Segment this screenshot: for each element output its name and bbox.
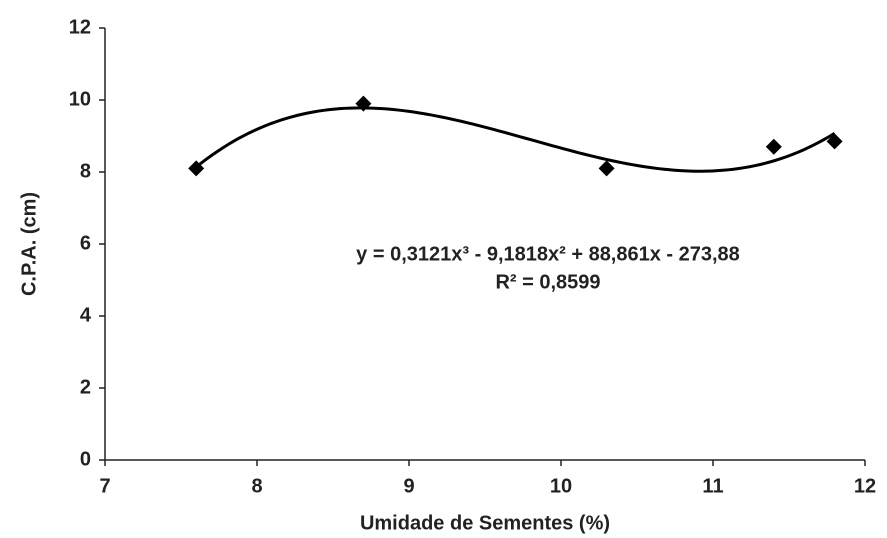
x-tick-label: 9 xyxy=(403,475,414,497)
y-tick-label: 2 xyxy=(80,376,91,398)
x-tick-label: 10 xyxy=(550,475,572,497)
y-tick-label: 4 xyxy=(80,304,92,326)
y-axis-title: C.P.A. (cm) xyxy=(18,192,40,296)
data-point xyxy=(188,160,205,177)
r-squared: R² = 0,8599 xyxy=(495,271,600,293)
x-tick-label: 11 xyxy=(702,475,723,497)
x-tick-label: 8 xyxy=(251,475,262,497)
x-tick-label: 12 xyxy=(854,475,876,497)
data-point xyxy=(598,160,615,177)
x-axis-title: Umidade de Sementes (%) xyxy=(360,512,610,534)
data-point xyxy=(826,133,843,150)
y-tick-label: 0 xyxy=(80,448,91,470)
x-tick-label: 7 xyxy=(99,475,110,497)
data-point xyxy=(355,95,372,112)
trendline xyxy=(195,106,836,173)
trendline-equation: y = 0,3121x³ - 9,1818x² + 88,861x - 273,… xyxy=(356,243,740,265)
y-tick-label: 10 xyxy=(69,88,91,110)
y-tick-label: 6 xyxy=(80,232,91,254)
data-point xyxy=(765,138,782,155)
y-tick-label: 8 xyxy=(80,160,91,182)
y-tick-label: 12 xyxy=(69,16,91,38)
